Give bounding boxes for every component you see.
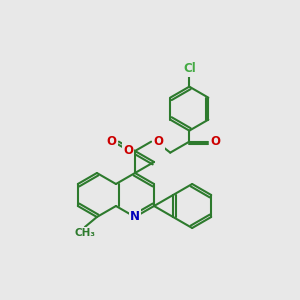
Text: CH₃: CH₃ bbox=[74, 228, 95, 238]
Text: O: O bbox=[153, 135, 163, 148]
Text: O: O bbox=[123, 143, 133, 157]
Text: O: O bbox=[210, 135, 220, 148]
Text: O: O bbox=[107, 135, 117, 148]
Text: Cl: Cl bbox=[183, 62, 196, 75]
Text: N: N bbox=[130, 211, 140, 224]
